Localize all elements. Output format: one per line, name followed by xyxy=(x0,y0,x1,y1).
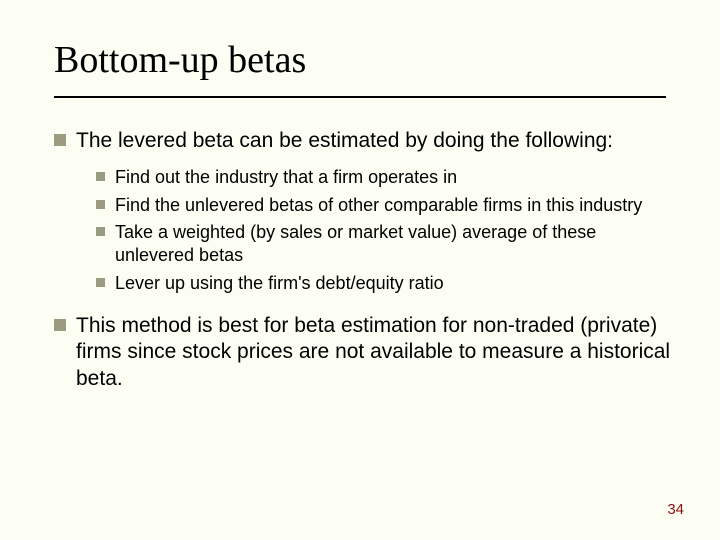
bullet-item: This method is best for beta estimation … xyxy=(54,313,674,392)
square-bullet-icon xyxy=(96,200,105,209)
sub-bullet-text: Find out the industry that a firm operat… xyxy=(115,166,457,189)
square-bullet-icon xyxy=(54,319,66,331)
sub-bullet-text: Find the unlevered betas of other compar… xyxy=(115,194,642,217)
slide: Bottom-up betas The levered beta can be … xyxy=(0,0,720,540)
square-bullet-icon xyxy=(96,227,105,236)
square-bullet-icon xyxy=(96,278,105,287)
bullet-item: The levered beta can be estimated by doi… xyxy=(54,128,674,154)
sub-bullet-text: Lever up using the firm's debt/equity ra… xyxy=(115,272,444,295)
sub-bullet-item: Find out the industry that a firm operat… xyxy=(96,166,674,189)
sub-bullet-item: Find the unlevered betas of other compar… xyxy=(96,194,674,217)
sub-bullet-item: Take a weighted (by sales or market valu… xyxy=(96,221,674,268)
square-bullet-icon xyxy=(96,172,105,181)
bullet-text: This method is best for beta estimation … xyxy=(76,313,674,392)
page-number: 34 xyxy=(667,501,684,518)
title-underline xyxy=(54,96,666,98)
bullet-text: The levered beta can be estimated by doi… xyxy=(76,128,613,154)
square-bullet-icon xyxy=(54,134,66,146)
sub-bullet-item: Lever up using the firm's debt/equity ra… xyxy=(96,272,674,295)
slide-title: Bottom-up betas xyxy=(54,38,306,82)
slide-body: The levered beta can be estimated by doi… xyxy=(54,128,674,404)
sub-bullet-text: Take a weighted (by sales or market valu… xyxy=(115,221,674,268)
sub-bullet-list: Find out the industry that a firm operat… xyxy=(96,166,674,295)
